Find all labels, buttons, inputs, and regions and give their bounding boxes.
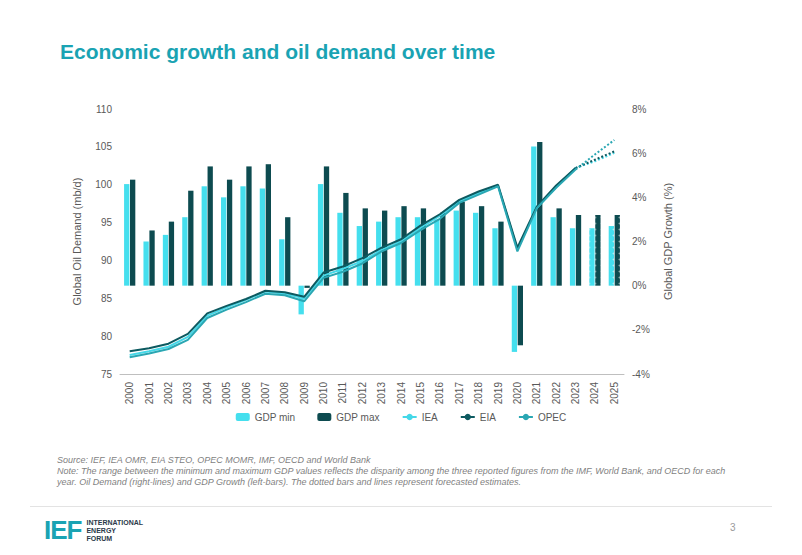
svg-text:6%: 6% bbox=[632, 148, 647, 159]
html-text:Note: The range between the mi: Note: The range between the minimum and … bbox=[57, 466, 726, 487]
svg-text:2004: 2004 bbox=[202, 382, 213, 405]
svg-text:2010: 2010 bbox=[318, 382, 329, 405]
svg-text:2008: 2008 bbox=[279, 382, 290, 405]
svg-text:2021: 2021 bbox=[531, 382, 542, 405]
svg-text:2019: 2019 bbox=[493, 382, 504, 405]
html-text:ENERGY: ENERGY bbox=[86, 526, 116, 534]
svg-text:2005: 2005 bbox=[221, 382, 232, 405]
svg-text:OPEC: OPEC bbox=[538, 412, 566, 423]
svg-text:4%: 4% bbox=[632, 192, 647, 203]
svg-text:Economic growth and oil demand: Economic growth and oil demand over time bbox=[60, 40, 495, 63]
svg-text:2011: 2011 bbox=[337, 382, 348, 404]
svg-text:2000: 2000 bbox=[124, 382, 135, 405]
svg-text:Global GDP Growth (%): Global GDP Growth (%) bbox=[662, 183, 674, 300]
html-text:3: 3 bbox=[730, 522, 736, 533]
svg-text:2%: 2% bbox=[632, 236, 647, 247]
svg-text:2015: 2015 bbox=[415, 382, 426, 405]
svg-text:110: 110 bbox=[96, 104, 112, 115]
svg-text:2022: 2022 bbox=[551, 382, 562, 405]
svg-text:GDP min: GDP min bbox=[255, 412, 295, 423]
svg-text:100: 100 bbox=[95, 179, 112, 190]
svg-text:EIA: EIA bbox=[480, 412, 496, 423]
svg-text:2014: 2014 bbox=[396, 382, 407, 405]
html-text:INTERNATIONAL: INTERNATIONAL bbox=[86, 518, 144, 526]
svg-text:85: 85 bbox=[101, 293, 113, 304]
svg-text:2002: 2002 bbox=[163, 382, 174, 405]
svg-text:8%: 8% bbox=[632, 104, 647, 115]
svg-text:GDP max: GDP max bbox=[336, 412, 379, 423]
html-text:Source: IEF, IEA OMR, EIA STEO: Source: IEF, IEA OMR, EIA STEO, OPEC MOM… bbox=[57, 455, 371, 465]
svg-text:2023: 2023 bbox=[570, 382, 581, 405]
svg-text:Global Oil Demand (mb/d): Global Oil Demand (mb/d) bbox=[71, 178, 83, 306]
svg-text:105: 105 bbox=[95, 141, 112, 152]
svg-text:95: 95 bbox=[101, 217, 113, 228]
svg-text:2001: 2001 bbox=[144, 382, 155, 405]
svg-text:80: 80 bbox=[101, 331, 113, 342]
svg-text:90: 90 bbox=[101, 255, 113, 266]
svg-text:0%: 0% bbox=[632, 280, 647, 291]
svg-text:2013: 2013 bbox=[376, 382, 387, 405]
svg-text:2007: 2007 bbox=[260, 382, 271, 405]
svg-text:2020: 2020 bbox=[512, 382, 523, 405]
svg-text:-2%: -2% bbox=[632, 324, 650, 335]
svg-text:2006: 2006 bbox=[241, 382, 252, 405]
svg-text:2017: 2017 bbox=[454, 382, 465, 405]
svg-text:2009: 2009 bbox=[299, 382, 310, 405]
svg-text:2003: 2003 bbox=[182, 382, 193, 405]
svg-text:75: 75 bbox=[101, 369, 113, 380]
svg-text:-4%: -4% bbox=[632, 369, 650, 380]
svg-text:2016: 2016 bbox=[434, 382, 445, 405]
svg-text:2025: 2025 bbox=[609, 382, 620, 405]
svg-text:2018: 2018 bbox=[473, 382, 484, 405]
svg-text:2024: 2024 bbox=[589, 382, 600, 405]
svg-text:IEA: IEA bbox=[422, 412, 438, 423]
svg-text:2012: 2012 bbox=[357, 382, 368, 405]
html-text:FORUM: FORUM bbox=[86, 534, 113, 542]
html-text:IEF: IEF bbox=[44, 515, 82, 545]
